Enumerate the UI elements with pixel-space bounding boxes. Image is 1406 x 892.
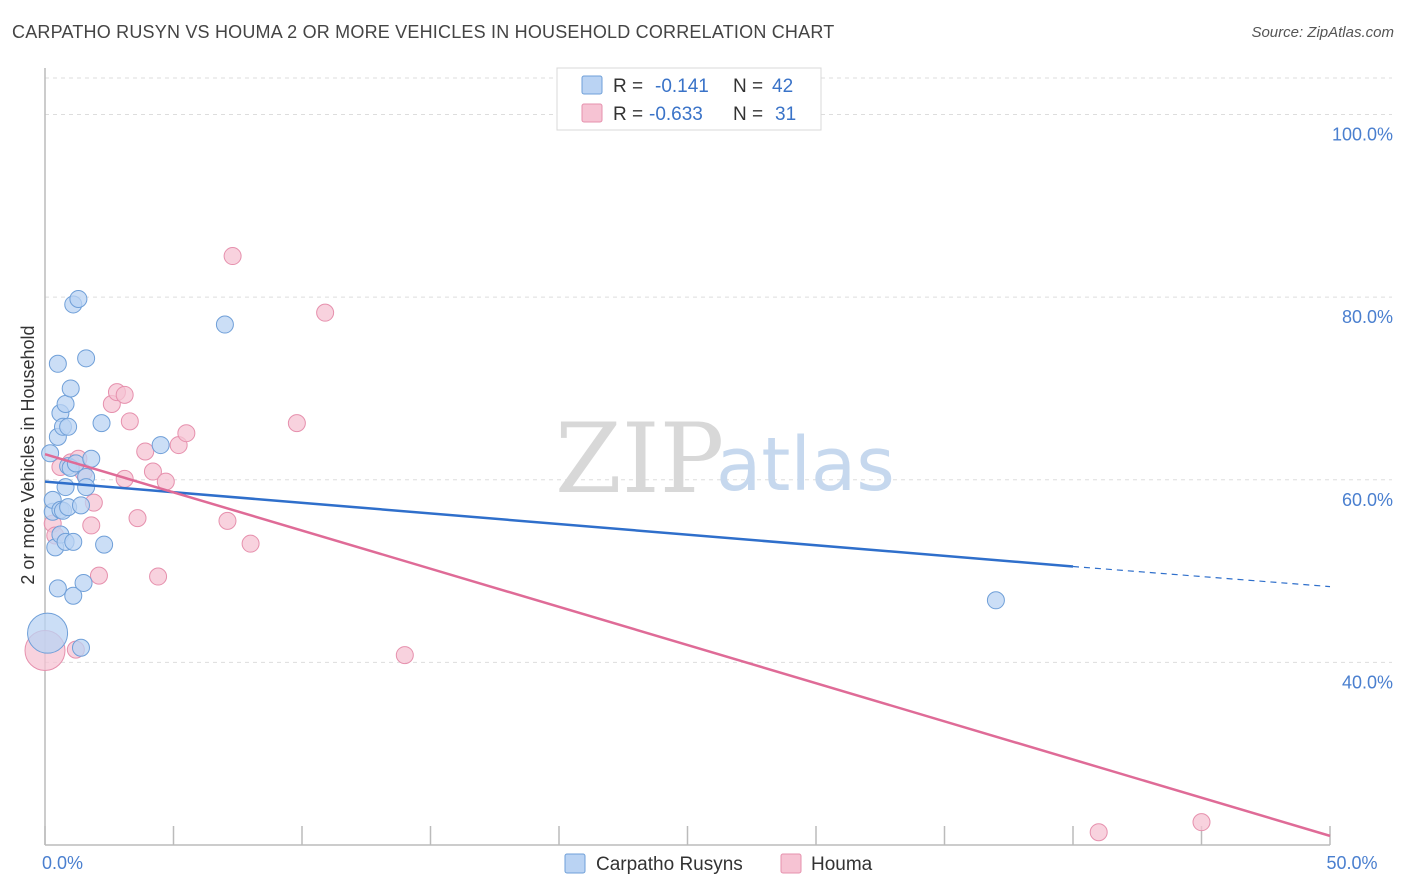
houma-point (120, 412, 139, 431)
legend: Carpatho Rusyns Houma (564, 853, 873, 875)
x-tick-label: 0.0% (42, 853, 83, 873)
legend-label-houma: Houma (811, 854, 873, 875)
y-tick-label: 40.0% (1342, 672, 1393, 692)
carpatho-rusyns-point (74, 573, 93, 592)
carpatho-rusyns-point-large (27, 612, 69, 654)
carpatho-rusyns-point (64, 532, 83, 551)
y-axis-label: 2 or more Vehicles in Household (18, 325, 38, 584)
legend-label-carpatho-rusyns: Carpatho Rusyns (596, 854, 743, 875)
carpatho-rusyns-point (71, 496, 90, 515)
carpatho-rusyns-point (95, 535, 114, 554)
legend-swatch-carpatho-rusyns (564, 853, 586, 874)
watermark-atlas: atlas (716, 422, 895, 508)
houma-point (89, 566, 108, 585)
houma-point (115, 385, 134, 404)
carpatho-rusyns-point (56, 478, 75, 497)
stats-n-label-pink: N = (733, 104, 763, 125)
houma-point (177, 424, 196, 443)
stats-r-value-pink: -0.633 (649, 104, 703, 125)
trend-lines (44, 452, 1331, 838)
carpatho-rusyns-point (986, 591, 1005, 610)
carpatho-rusyns-point (48, 354, 67, 373)
carpatho-rusyns-point (77, 478, 96, 497)
carpatho-rusyns-point (71, 638, 90, 657)
houma-point (241, 534, 260, 553)
x-tick-label: 50.0% (1326, 853, 1377, 873)
carpatho-rusyns-point (69, 289, 88, 308)
grid-lines (45, 77, 1392, 663)
carpatho-rusyns-trend-extension (1072, 565, 1331, 588)
y-tick-label: 60.0% (1342, 490, 1393, 510)
carpatho-rusyns-point (215, 315, 234, 334)
y-tick-label: 80.0% (1342, 307, 1393, 327)
houma-point (395, 646, 414, 665)
houma-point (223, 247, 242, 266)
carpatho-rusyns-point (151, 436, 170, 455)
stats-r-value-blue: -0.141 (655, 76, 709, 97)
houma-point (82, 516, 101, 535)
houma-point (316, 303, 335, 322)
carpatho-rusyns-point (48, 579, 67, 598)
houma-point (149, 567, 168, 586)
carpatho-rusyns-point (77, 349, 96, 368)
carpatho-rusyns-point (64, 586, 83, 605)
stats-n-label-blue: N = (733, 76, 763, 97)
stats-swatch-blue (581, 75, 603, 95)
carpatho-rusyns-point (61, 379, 80, 398)
stats-n-value-blue: 42 (772, 76, 793, 97)
stats-r-label-blue: R = (613, 76, 643, 97)
houma-trend-line (44, 452, 1331, 838)
carpatho-rusyns-point (59, 417, 78, 436)
source-credit: Source: ZipAtlas.com (1251, 24, 1394, 41)
houma-point (287, 414, 306, 433)
carpatho-rusyns-point (82, 449, 101, 468)
legend-swatch-houma (780, 853, 802, 874)
stats-swatch-pink (581, 103, 603, 123)
chart-title: CARPATHO RUSYN VS HOUMA 2 OR MORE VEHICL… (12, 22, 835, 42)
stats-r-label-pink: R = (613, 104, 643, 125)
x-tick-labels: 0.0% 50.0% (42, 853, 1378, 873)
stats-n-value-pink: 31 (775, 104, 796, 125)
carpatho-rusyns-trend-line (44, 480, 1074, 568)
houma-point (218, 511, 237, 530)
houma-point (136, 442, 155, 461)
carpatho-rusyns-point (92, 414, 111, 433)
houma-point (143, 462, 162, 481)
houma-point (1089, 823, 1108, 842)
houma-point (128, 509, 147, 528)
houma-point (1192, 813, 1211, 832)
carpatho-rusyns-point (56, 394, 75, 413)
y-tick-labels: 100.0% 80.0% 60.0% 40.0% (1332, 125, 1393, 693)
houma-points (24, 247, 1211, 842)
stats-box: R = -0.141 N = 42 R = -0.633 N = 31 (556, 67, 822, 131)
carpatho-rusyns-point (41, 444, 60, 463)
y-tick-label: 100.0% (1332, 125, 1393, 145)
watermark-zip: ZIP (555, 403, 724, 515)
